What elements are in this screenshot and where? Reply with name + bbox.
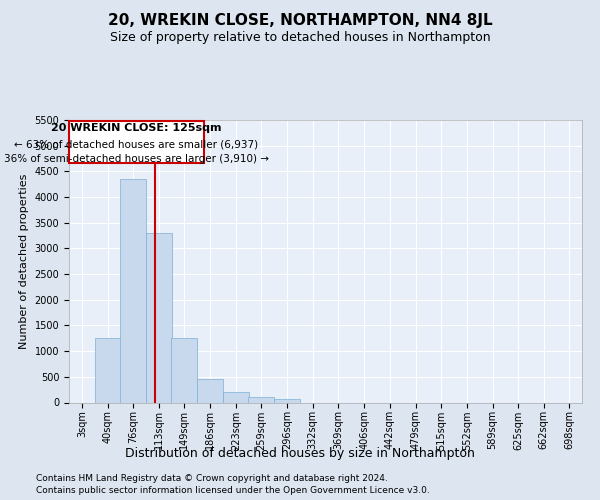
Bar [172,338,197,402]
Bar [146,233,172,402]
Text: Contains public sector information licensed under the Open Government Licence v3: Contains public sector information licen… [36,486,430,495]
Y-axis label: Number of detached properties: Number of detached properties [19,174,29,349]
Bar [95,338,121,402]
Bar [120,179,146,402]
Bar [248,398,274,402]
Text: Contains HM Land Registry data © Crown copyright and database right 2024.: Contains HM Land Registry data © Crown c… [36,474,388,483]
Bar [223,392,249,402]
Text: 20 WREKIN CLOSE: 125sqm: 20 WREKIN CLOSE: 125sqm [51,123,221,133]
Text: Distribution of detached houses by size in Northampton: Distribution of detached houses by size … [125,448,475,460]
Bar [197,380,223,402]
Bar [274,399,300,402]
Text: 36% of semi-detached houses are larger (3,910) →: 36% of semi-detached houses are larger (… [4,154,269,164]
Text: Size of property relative to detached houses in Northampton: Size of property relative to detached ho… [110,31,490,44]
Text: 20, WREKIN CLOSE, NORTHAMPTON, NN4 8JL: 20, WREKIN CLOSE, NORTHAMPTON, NN4 8JL [107,12,493,28]
Text: ← 63% of detached houses are smaller (6,937): ← 63% of detached houses are smaller (6,… [14,140,259,149]
